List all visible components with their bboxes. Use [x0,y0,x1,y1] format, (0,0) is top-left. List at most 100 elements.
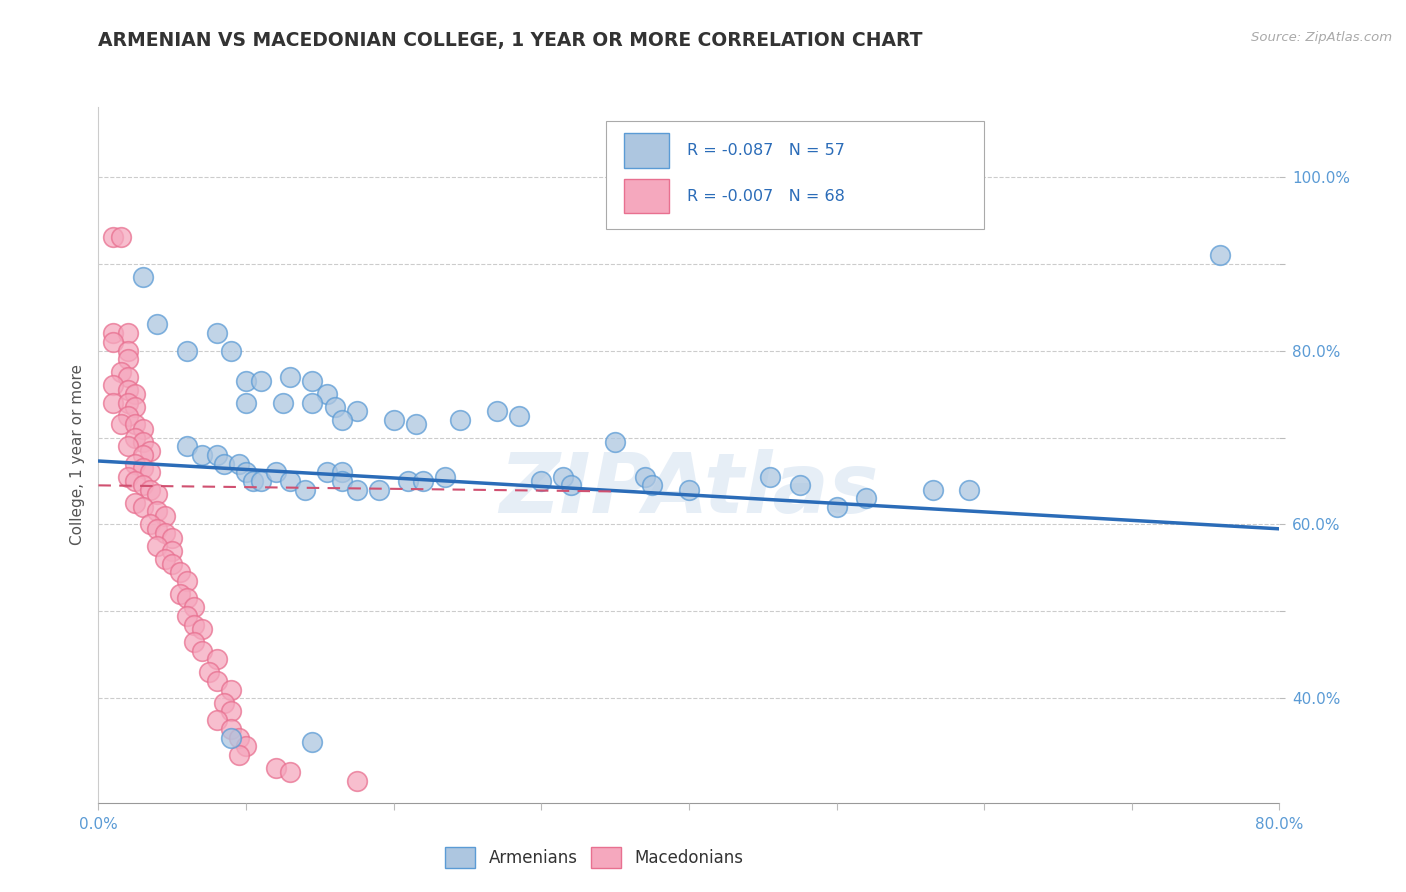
Point [235,739,257,754]
Point [162,557,183,571]
Point [264,466,287,480]
Point [146,539,169,553]
Point [759,469,782,483]
Point [124,387,146,401]
Point [959,483,981,497]
Point [316,466,339,480]
Point [153,526,176,541]
Point [228,747,250,762]
Point [124,400,146,414]
Text: ARMENIAN VS MACEDONIAN COLLEGE, 1 YEAR OR MORE CORRELATION CHART: ARMENIAN VS MACEDONIAN COLLEGE, 1 YEAR O… [98,31,922,50]
Point [250,374,273,388]
Text: R = -0.007   N = 68: R = -0.007 N = 68 [686,188,845,203]
Point [250,474,273,488]
Point [191,643,214,657]
Point [117,326,139,341]
Point [219,705,242,719]
Point [641,478,664,492]
Point [789,478,811,492]
Point [176,343,198,358]
Point [1209,248,1232,262]
Point [117,439,139,453]
Point [278,765,302,780]
Point [146,318,169,332]
Point [560,478,582,492]
Point [921,483,943,497]
Point [508,409,530,423]
Point [124,417,146,432]
Point [219,343,242,358]
Point [153,552,176,566]
Text: R = -0.087   N = 57: R = -0.087 N = 57 [686,143,845,158]
Point [205,652,228,666]
Text: Source: ZipAtlas.com: Source: ZipAtlas.com [1251,31,1392,45]
Point [678,483,700,497]
Point [117,409,139,423]
Point [605,434,627,449]
Point [146,487,169,501]
Point [219,722,242,736]
Point [205,674,228,689]
Point [124,496,146,510]
Point [146,504,169,518]
Point [139,483,162,497]
Point [169,587,191,601]
Point [323,400,346,414]
Point [825,500,848,514]
Point [139,466,162,480]
Point [117,383,139,397]
Point [434,469,457,483]
Point [124,457,146,471]
Point [176,591,198,606]
Point [176,574,198,588]
Point [449,413,471,427]
Point [191,622,214,636]
Point [242,474,264,488]
Point [103,334,125,349]
Point [169,566,191,580]
Point [205,713,228,727]
Point [235,396,257,410]
Point [294,483,316,497]
Text: ZIPAtlas: ZIPAtlas [499,450,879,530]
Point [212,696,235,710]
Point [110,417,132,432]
Point [183,600,205,615]
Point [553,469,575,483]
Point [212,457,235,471]
Point [176,608,198,623]
Point [103,326,125,341]
Y-axis label: College, 1 year or more: College, 1 year or more [69,365,84,545]
Point [264,761,287,775]
Point [271,396,294,410]
Point [132,422,155,436]
Point [219,731,242,745]
Point [117,343,139,358]
Point [486,404,509,418]
Point [103,230,125,244]
Point [139,517,162,532]
Point [117,396,139,410]
Point [110,365,132,379]
Point [132,500,155,514]
Point [530,474,553,488]
Point [301,735,323,749]
Point [235,466,257,480]
Point [124,431,146,445]
Point [405,417,427,432]
Point [132,478,155,492]
Point [146,522,169,536]
Point [183,635,205,649]
Point [139,443,162,458]
Bar [624,178,669,213]
Point [346,774,368,789]
Point [103,396,125,410]
Bar [624,133,669,168]
Point [132,461,155,475]
Point [412,474,434,488]
Point [316,387,339,401]
Point [278,474,302,488]
Point [132,434,155,449]
FancyBboxPatch shape [606,121,984,229]
Point [198,665,221,680]
